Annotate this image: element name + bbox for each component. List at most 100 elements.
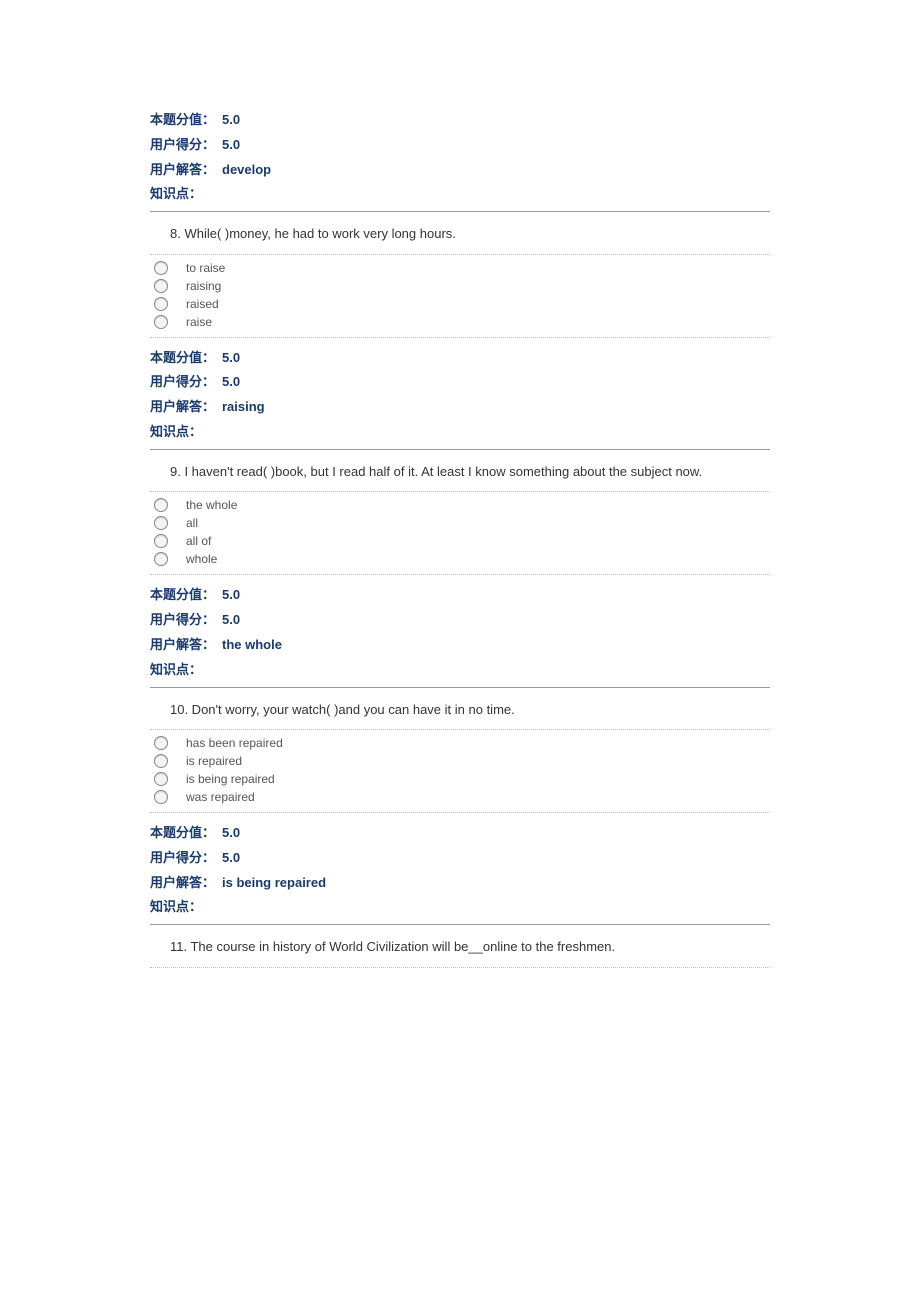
question-text: 9. I haven't read( )book, but I read hal… — [170, 462, 770, 482]
options-divider-top — [150, 729, 770, 730]
meta-row-score: 本题分值： 5.0 — [150, 110, 770, 131]
option-label: has been repaired — [186, 736, 283, 750]
meta-label-score: 本题分值： — [150, 823, 222, 844]
option-label: all — [186, 516, 198, 530]
meta-value-score: 5.0 — [222, 823, 240, 844]
radio-icon[interactable] — [154, 772, 168, 786]
meta-row-user-score: 用户得分： 5.0 — [150, 372, 770, 393]
options-list: has been repaired is repaired is being r… — [150, 734, 770, 806]
option-row[interactable]: was repaired — [150, 788, 770, 806]
meta-value-score: 5.0 — [222, 348, 240, 369]
meta-label-knowledge: 知识点： — [150, 184, 222, 205]
meta-label-user-answer: 用户解答： — [150, 160, 222, 181]
meta-label-user-answer: 用户解答： — [150, 397, 222, 418]
meta-label-knowledge: 知识点： — [150, 422, 222, 443]
options-list: the whole all all of whole — [150, 496, 770, 568]
meta-row-knowledge: 知识点： — [150, 422, 770, 443]
option-label: is repaired — [186, 754, 242, 768]
radio-icon[interactable] — [154, 516, 168, 530]
question-meta: 本题分值： 5.0 用户得分： 5.0 用户解答： is being repai… — [150, 823, 770, 918]
option-row[interactable]: raising — [150, 277, 770, 295]
meta-row-user-answer: 用户解答： raising — [150, 397, 770, 418]
radio-icon[interactable] — [154, 736, 168, 750]
options-list: to raise raising raised raise — [150, 259, 770, 331]
option-label: whole — [186, 552, 217, 566]
option-row[interactable]: is repaired — [150, 752, 770, 770]
option-label: raising — [186, 279, 221, 293]
meta-label-score: 本题分值： — [150, 348, 222, 369]
radio-icon[interactable] — [154, 315, 168, 329]
option-row[interactable]: is being repaired — [150, 770, 770, 788]
meta-row-score: 本题分值： 5.0 — [150, 823, 770, 844]
meta-row-score: 本题分值： 5.0 — [150, 348, 770, 369]
meta-row-user-score: 用户得分： 5.0 — [150, 848, 770, 869]
section-divider — [150, 449, 770, 450]
radio-icon[interactable] — [154, 297, 168, 311]
meta-value-user-score: 5.0 — [222, 135, 240, 156]
radio-icon[interactable] — [154, 279, 168, 293]
section-divider — [150, 924, 770, 925]
radio-icon[interactable] — [154, 754, 168, 768]
meta-value-user-answer: raising — [222, 397, 265, 418]
option-label: the whole — [186, 498, 237, 512]
meta-value-user-score: 5.0 — [222, 848, 240, 869]
meta-label-knowledge: 知识点： — [150, 897, 222, 918]
question-text: 10. Don't worry, your watch( )and you ca… — [170, 700, 770, 720]
options-divider-bottom — [150, 337, 770, 338]
meta-value-user-answer: develop — [222, 160, 271, 181]
option-label: is being repaired — [186, 772, 275, 786]
question-block: 11. The course in history of World Civil… — [150, 937, 770, 968]
question-text: 8. While( )money, he had to work very lo… — [170, 224, 770, 244]
meta-value-score: 5.0 — [222, 110, 240, 131]
meta-row-knowledge: 知识点： — [150, 897, 770, 918]
meta-label-user-score: 用户得分： — [150, 848, 222, 869]
meta-label-score: 本题分值： — [150, 585, 222, 606]
meta-value-user-score: 5.0 — [222, 372, 240, 393]
option-row[interactable]: raise — [150, 313, 770, 331]
meta-label-knowledge: 知识点： — [150, 660, 222, 681]
meta-label-score: 本题分值： — [150, 110, 222, 131]
meta-row-knowledge: 知识点： — [150, 184, 770, 205]
radio-icon[interactable] — [154, 534, 168, 548]
option-row[interactable]: to raise — [150, 259, 770, 277]
meta-label-user-score: 用户得分： — [150, 135, 222, 156]
radio-icon[interactable] — [154, 261, 168, 275]
meta-value-user-score: 5.0 — [222, 610, 240, 631]
option-label: raised — [186, 297, 219, 311]
option-row[interactable]: has been repaired — [150, 734, 770, 752]
meta-label-user-score: 用户得分： — [150, 372, 222, 393]
option-label: to raise — [186, 261, 225, 275]
meta-row-user-answer: 用户解答： is being repaired — [150, 873, 770, 894]
option-row[interactable]: the whole — [150, 496, 770, 514]
option-label: all of — [186, 534, 211, 548]
meta-row-user-score: 用户得分： 5.0 — [150, 135, 770, 156]
meta-label-user-score: 用户得分： — [150, 610, 222, 631]
options-divider-bottom — [150, 574, 770, 575]
question-meta: 本题分值： 5.0 用户得分： 5.0 用户解答： the whole 知识点： — [150, 585, 770, 680]
question-meta: 本题分值： 5.0 用户得分： 5.0 用户解答： raising 知识点： — [150, 348, 770, 443]
option-row[interactable]: whole — [150, 550, 770, 568]
options-divider-top — [150, 491, 770, 492]
radio-icon[interactable] — [154, 552, 168, 566]
meta-row-knowledge: 知识点： — [150, 660, 770, 681]
options-divider-bottom — [150, 812, 770, 813]
section-divider — [150, 211, 770, 212]
meta-value-score: 5.0 — [222, 585, 240, 606]
meta-row-score: 本题分值： 5.0 — [150, 585, 770, 606]
section-divider — [150, 687, 770, 688]
question-block: 10. Don't worry, your watch( )and you ca… — [150, 700, 770, 814]
options-divider-top — [150, 254, 770, 255]
radio-icon[interactable] — [154, 790, 168, 804]
meta-row-user-answer: 用户解答： develop — [150, 160, 770, 181]
question-text: 11. The course in history of World Civil… — [170, 937, 770, 957]
meta-value-user-answer: the whole — [222, 635, 282, 656]
option-row[interactable]: raised — [150, 295, 770, 313]
meta-label-user-answer: 用户解答： — [150, 635, 222, 656]
meta-row-user-answer: 用户解答： the whole — [150, 635, 770, 656]
question-meta: 本题分值： 5.0 用户得分： 5.0 用户解答： develop 知识点： — [150, 110, 770, 205]
meta-value-user-answer: is being repaired — [222, 873, 326, 894]
option-row[interactable]: all — [150, 514, 770, 532]
question-block: 9. I haven't read( )book, but I read hal… — [150, 462, 770, 576]
option-row[interactable]: all of — [150, 532, 770, 550]
radio-icon[interactable] — [154, 498, 168, 512]
